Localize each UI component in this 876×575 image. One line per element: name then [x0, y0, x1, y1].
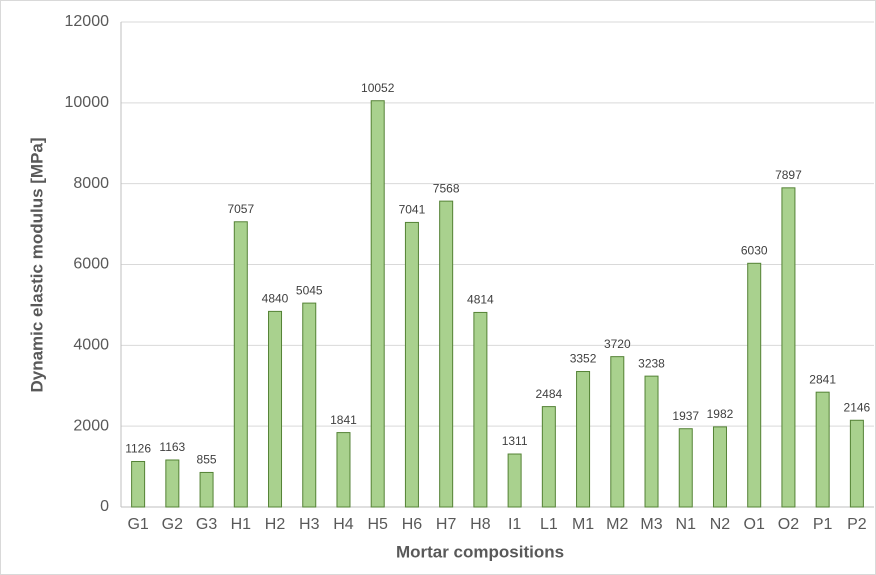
data-label: 2841	[809, 372, 836, 386]
data-label: 6030	[741, 243, 768, 257]
x-tick-label: M1	[572, 516, 594, 533]
data-label: 1126	[125, 442, 151, 456]
data-label: 7057	[227, 202, 254, 216]
data-label: 3238	[638, 356, 665, 370]
y-axis-title: Dynamic elastic modulus [MPa]	[27, 137, 46, 392]
bar	[610, 356, 625, 508]
bar	[473, 311, 488, 508]
bar	[815, 391, 830, 508]
y-tick-label: 2000	[73, 417, 109, 434]
x-tick-label: H8	[470, 516, 491, 533]
bar	[678, 428, 693, 508]
bar	[165, 459, 180, 508]
data-label: 855	[197, 453, 217, 467]
x-tick-label: H7	[436, 516, 457, 533]
x-tick-label: G3	[196, 516, 217, 533]
data-label: 2484	[535, 387, 562, 401]
x-tick-label: H3	[299, 516, 320, 533]
x-tick-label: G2	[162, 516, 183, 533]
x-tick-label: P2	[847, 516, 867, 533]
bar	[302, 302, 317, 508]
x-tick-label: P1	[813, 516, 833, 533]
data-label: 1311	[502, 434, 528, 448]
data-label: 3352	[570, 352, 597, 366]
bar	[131, 460, 146, 508]
data-label: 7568	[433, 181, 460, 195]
bar	[712, 426, 727, 508]
x-tick-label: M2	[606, 516, 628, 533]
data-label: 1937	[672, 409, 699, 423]
bar	[781, 187, 796, 508]
x-tick-label: N1	[676, 516, 697, 533]
x-tick-label: H1	[231, 516, 252, 533]
bar	[644, 375, 659, 508]
bar	[199, 471, 214, 508]
data-label: 4840	[262, 292, 289, 306]
data-label: 1841	[330, 413, 357, 427]
x-tick-label: O1	[744, 516, 765, 533]
data-label: 7897	[775, 168, 802, 182]
x-tick-label: I1	[508, 516, 521, 533]
x-tick-label: O2	[778, 516, 799, 533]
y-tick-label: 12000	[65, 13, 110, 30]
data-label: 5045	[296, 283, 323, 297]
bar	[268, 310, 283, 508]
bar	[849, 419, 864, 508]
bar	[576, 371, 591, 508]
bar	[747, 262, 762, 508]
data-label: 1163	[159, 440, 185, 454]
y-tick-label: 4000	[73, 337, 109, 354]
y-tick-label: 0	[100, 498, 109, 515]
x-tick-label: H2	[265, 516, 286, 533]
x-tick-label: N2	[710, 516, 731, 533]
bar	[336, 432, 351, 508]
bar	[507, 453, 522, 508]
x-tick-label: H6	[402, 516, 423, 533]
y-tick-label: 8000	[73, 175, 109, 192]
x-tick-label: H5	[367, 516, 388, 533]
data-label: 2146	[844, 400, 871, 414]
bar	[439, 200, 454, 508]
data-label: 4814	[467, 293, 494, 307]
x-tick-label: L1	[540, 516, 558, 533]
bar	[233, 221, 248, 508]
data-label: 1982	[707, 407, 734, 421]
bar	[541, 406, 556, 508]
data-label: 10052	[361, 81, 395, 95]
bar	[404, 221, 419, 508]
bar	[370, 100, 385, 508]
y-tick-label: 10000	[65, 94, 110, 111]
data-label: 7041	[399, 203, 426, 217]
x-axis-title: Mortar compositions	[396, 542, 564, 561]
y-tick-label: 6000	[73, 256, 109, 273]
data-label: 3720	[604, 337, 631, 351]
x-tick-label: M3	[640, 516, 662, 533]
x-tick-label: G1	[127, 516, 148, 533]
x-tick-label: H4	[333, 516, 354, 533]
